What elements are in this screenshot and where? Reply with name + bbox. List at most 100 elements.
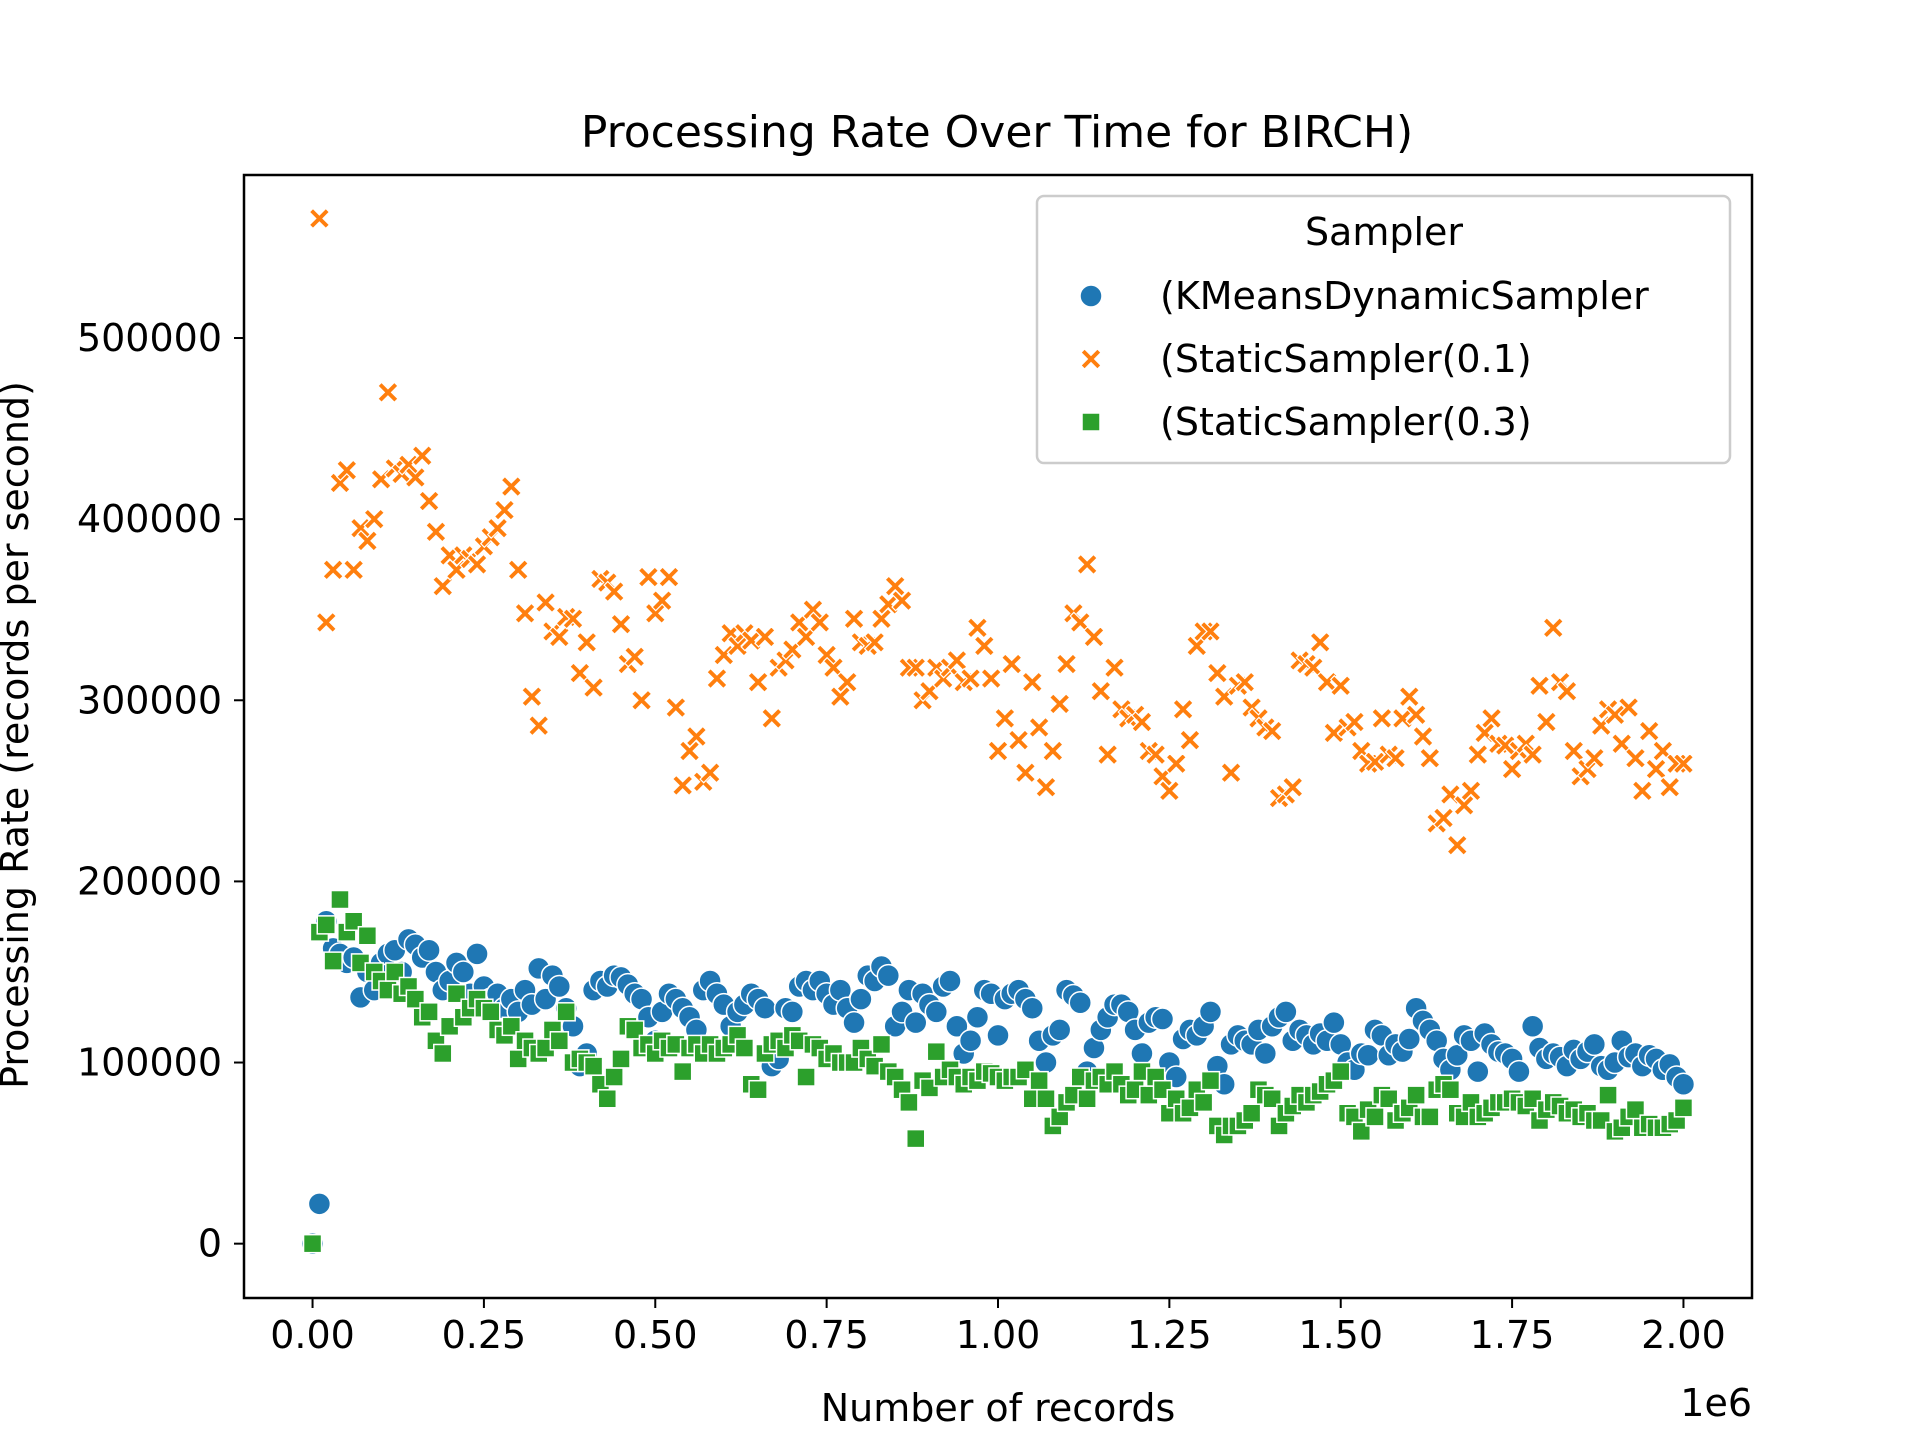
data-point	[411, 444, 434, 467]
data-point	[1364, 751, 1386, 773]
data-point	[603, 580, 625, 603]
data-point	[1274, 1000, 1298, 1024]
x-tick-label: 0.00	[270, 1313, 355, 1357]
data-point	[1460, 779, 1482, 802]
legend-title: Sampler	[1305, 210, 1463, 254]
data-point	[1631, 779, 1654, 802]
data-point	[425, 520, 447, 543]
data-point	[1466, 1059, 1490, 1084]
data-point	[316, 915, 337, 935]
data-point	[1253, 1041, 1278, 1066]
legend-label: (StaticSampler(0.3)	[1160, 400, 1532, 444]
data-point	[431, 575, 454, 598]
data-point	[986, 1023, 1010, 1048]
data-point	[1542, 616, 1565, 639]
legend-entry: (StaticSampler(0.3)	[1081, 400, 1532, 444]
chart-title: Processing Rate Over Time for BIRCH)	[581, 107, 1413, 158]
data-point	[342, 559, 365, 581]
data-point	[754, 626, 776, 648]
data-point	[664, 696, 687, 719]
data-point	[417, 938, 441, 962]
data-point	[1233, 671, 1256, 694]
x-axis-offset-text: 1e6	[1680, 1381, 1752, 1425]
data-point	[870, 607, 893, 630]
data-point	[877, 593, 900, 616]
data-point	[1617, 696, 1640, 719]
data-point	[795, 626, 817, 648]
data-point	[604, 1067, 624, 1087]
data-point	[678, 740, 701, 762]
data-point	[891, 589, 913, 612]
data-point	[899, 1092, 919, 1113]
data-point	[556, 1002, 576, 1022]
x-tick-label: 0.50	[613, 1313, 698, 1357]
data-point	[903, 1010, 928, 1035]
data-point	[1000, 653, 1023, 675]
data-point	[1131, 711, 1153, 733]
data-point	[330, 889, 350, 910]
data-point	[1406, 1085, 1426, 1105]
data-point	[1089, 680, 1112, 703]
y-tick-label: 300000	[77, 678, 222, 722]
data-point	[1322, 1010, 1346, 1035]
data-point	[418, 490, 440, 512]
data-point	[1658, 776, 1681, 799]
data-point	[685, 725, 708, 748]
data-point	[521, 685, 543, 708]
data-point	[1645, 758, 1667, 780]
data-point	[1172, 698, 1194, 721]
data-point	[1398, 685, 1421, 708]
y-axis-label: Processing Rate (records per second)	[0, 381, 37, 1089]
data-point	[611, 1049, 631, 1069]
data-point	[630, 689, 653, 712]
data-point	[1193, 1092, 1214, 1113]
legend-entry: (StaticSampler(0.1)	[1080, 337, 1532, 381]
data-point	[734, 1038, 755, 1058]
data-point	[1672, 752, 1695, 775]
y-tick-label: 400000	[77, 497, 222, 541]
legend-entry: (KMeansDynamicSampler	[1079, 274, 1649, 318]
data-point	[1604, 703, 1626, 726]
data-point	[1103, 656, 1126, 679]
data-point	[651, 589, 673, 612]
points-layer	[300, 207, 1696, 1256]
data-point	[357, 925, 378, 946]
data-point	[863, 631, 886, 654]
data-point	[1582, 1032, 1607, 1057]
data-point	[1323, 722, 1345, 744]
data-point	[1418, 747, 1441, 770]
data-point	[1198, 1000, 1223, 1024]
data-point	[924, 1000, 949, 1024]
legend-marker	[1081, 412, 1101, 432]
data-point	[753, 996, 777, 1020]
data-point	[780, 1000, 805, 1024]
data-point	[1446, 834, 1469, 857]
data-point	[583, 1056, 604, 1076]
data-point	[1034, 1050, 1058, 1075]
y-tick-label: 200000	[77, 859, 222, 903]
x-tick-label: 1.25	[1127, 1313, 1212, 1357]
data-point	[1158, 779, 1181, 802]
data-point	[1220, 761, 1242, 784]
data-point	[1673, 1098, 1694, 1118]
data-point	[404, 466, 427, 489]
data-point	[1041, 740, 1064, 762]
data-point	[1076, 553, 1098, 576]
data-point	[1405, 703, 1427, 726]
data-point	[1028, 716, 1050, 739]
data-point	[1048, 693, 1071, 715]
data-point	[1262, 1089, 1282, 1109]
data-point	[486, 517, 509, 540]
data-point	[481, 1002, 501, 1022]
series-3	[302, 889, 1694, 1254]
data-point	[849, 987, 873, 1011]
data-point	[1077, 1089, 1097, 1109]
data-point	[1535, 711, 1558, 733]
data-point	[1351, 1121, 1372, 1142]
data-point	[446, 983, 467, 1004]
data-point	[1144, 743, 1167, 766]
data-point	[1466, 743, 1489, 766]
data-point	[549, 1031, 570, 1051]
